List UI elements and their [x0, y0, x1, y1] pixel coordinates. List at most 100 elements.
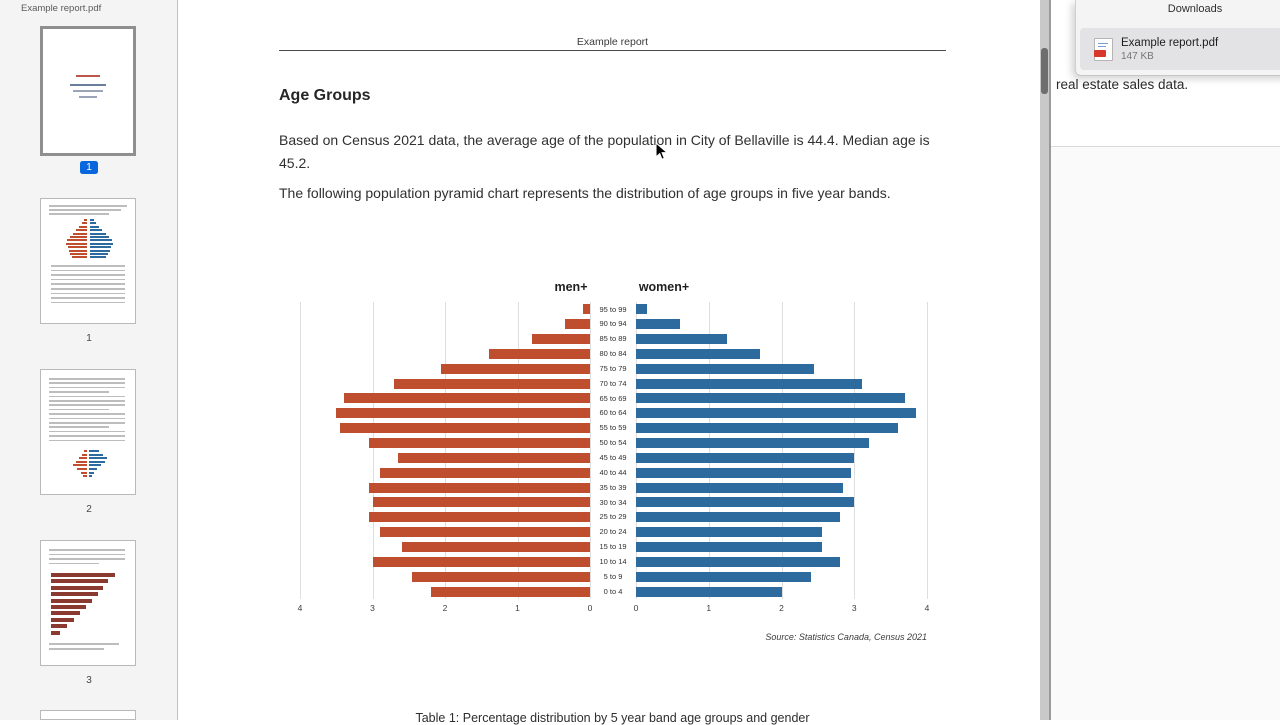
downloads-panel-title: Downloads [1167, 3, 1223, 15]
download-filename: Example report.pdf [1121, 36, 1219, 49]
pyramid-row: 5 to 9 [300, 569, 927, 584]
section-heading: Age Groups [279, 87, 371, 104]
women-bar [636, 393, 906, 404]
women-bar [636, 334, 727, 345]
x-axis-tick: 1 [515, 603, 520, 613]
pdf-scrollbar-thumb[interactable] [1041, 48, 1048, 94]
men-bar [379, 527, 590, 538]
women-bar [636, 408, 917, 419]
age-band-label: 50 to 54 [599, 438, 627, 448]
header-rule [279, 50, 946, 51]
pyramid-row: 15 to 19 [300, 540, 927, 555]
gridline [300, 302, 301, 599]
gridline [445, 302, 446, 599]
women-bar [636, 467, 851, 478]
pyramid-row: 45 to 49 [300, 451, 927, 466]
pyramid-row: 80 to 84 [300, 347, 927, 362]
x-axis-tick: 0 [587, 603, 593, 613]
women-bar [636, 586, 782, 597]
pdf-scrollbar-track[interactable] [1040, 0, 1049, 720]
page-number-label: 2 [86, 504, 92, 515]
age-band-label: 95 to 99 [599, 304, 627, 314]
pyramid-row: 70 to 74 [300, 376, 927, 391]
background-browser-window: real estate sales data. [1051, 0, 1280, 720]
page-thumbnail-2[interactable] [40, 198, 136, 324]
age-band-label: 20 to 24 [599, 527, 627, 537]
pyramid-row: 60 to 64 [300, 406, 927, 421]
x-axis-tick: 4 [297, 603, 303, 613]
pyramid-row: 90 to 94 [300, 317, 927, 332]
running-header: Example report [576, 36, 649, 48]
women-bar [636, 482, 844, 493]
x-axis-tick: 3 [370, 603, 375, 613]
downloads-panel: Downloads Example report.pdf 147 KB [1075, 0, 1280, 76]
page-thumbnail-4[interactable] [40, 540, 136, 666]
x-axis-tick: 3 [851, 603, 857, 613]
background-page-divider [1051, 146, 1280, 147]
pyramid-row: 25 to 29 [300, 510, 927, 525]
age-band-label: 25 to 29 [599, 512, 627, 522]
page-thumbnail-5-partial[interactable] [40, 710, 136, 720]
age-band-label: 85 to 89 [599, 334, 627, 344]
page-number-label: 3 [86, 675, 92, 686]
gridline [636, 302, 637, 599]
pyramid-row: 10 to 14 [300, 554, 927, 569]
window-divider [1049, 0, 1051, 720]
pyramid-row: 75 to 79 [300, 361, 927, 376]
x-axis-tick: 2 [442, 603, 448, 613]
men-bar [372, 556, 590, 567]
age-band-label: 60 to 64 [599, 408, 627, 418]
women-bar [636, 423, 898, 434]
women-bar [636, 319, 680, 330]
men-bar [488, 348, 590, 359]
age-band-label: 30 to 34 [599, 497, 627, 507]
age-band-label: 45 to 49 [599, 453, 627, 462]
gridline [927, 302, 928, 599]
age-band-label: 65 to 69 [599, 393, 627, 403]
men-bar [368, 482, 590, 493]
thumbnail-preview-pyramid-page [41, 199, 135, 323]
page-thumbnail-3[interactable] [40, 369, 136, 495]
thumbnail-preview-barchart-page [41, 541, 135, 665]
paragraph-average-age: Based on Census 2021 data, the average a… [279, 132, 930, 171]
women-bar [636, 541, 822, 552]
selected-page-badge: 1 [80, 161, 98, 174]
men-bar [582, 304, 590, 315]
women-bar [636, 452, 855, 463]
x-axis-tick: 2 [779, 603, 784, 613]
pyramid-row: 35 to 39 [300, 480, 927, 495]
men-bar [372, 497, 590, 508]
women-bar [636, 571, 811, 582]
women-bar [636, 438, 869, 449]
age-band-label: 35 to 39 [599, 482, 627, 492]
men-bar [412, 571, 590, 582]
pdf-page: Example report Age Groups Based on Censu… [279, 0, 946, 725]
page-number-label: 1 [86, 333, 92, 344]
men-bar [564, 319, 590, 330]
background-page-lower-area [1051, 147, 1280, 720]
women-bar [636, 378, 862, 389]
pyramid-row: 20 to 24 [300, 525, 927, 540]
paragraph-pyramid-intro: The following population pyramid chart r… [279, 185, 891, 201]
page-thumbnail-1[interactable] [40, 26, 136, 156]
page-number-badge: 1 [0, 161, 178, 174]
pyramid-row: 30 to 34 [300, 495, 927, 510]
pdf-file-icon [1094, 37, 1113, 61]
chart-source-note: Source: Statistics Canada, Census 2021 [765, 632, 927, 642]
men-bar [430, 586, 590, 597]
pyramid-row: 55 to 59 [300, 421, 927, 436]
men-bar [441, 363, 590, 374]
download-item-text: Example report.pdf 147 KB [1121, 37, 1218, 62]
pyramid-row: 95 to 99 [300, 302, 927, 317]
thumbnails-sidebar: Example report.pdf 1 1 2 3 [0, 0, 178, 720]
age-band-label: 70 to 74 [599, 378, 627, 388]
women-bar [636, 556, 840, 567]
table-caption: Table 1: Percentage distribution by 5 ye… [415, 711, 810, 725]
thumbnail-preview-tables-page [41, 370, 135, 494]
men-bar [336, 408, 590, 419]
download-item[interactable]: Example report.pdf 147 KB [1080, 28, 1280, 70]
women-bar [636, 363, 815, 374]
chart-plot-area: 95 to 99 90 to 94 85 to 89 80 to 84 75 to 79… [300, 302, 928, 599]
population-pyramid-chart: men+ women+ 95 to 99 90 to 94 85 to 89 80 t… [279, 278, 946, 653]
pdf-viewer-main[interactable]: Example report Age Groups Based on Censu… [179, 0, 1040, 725]
